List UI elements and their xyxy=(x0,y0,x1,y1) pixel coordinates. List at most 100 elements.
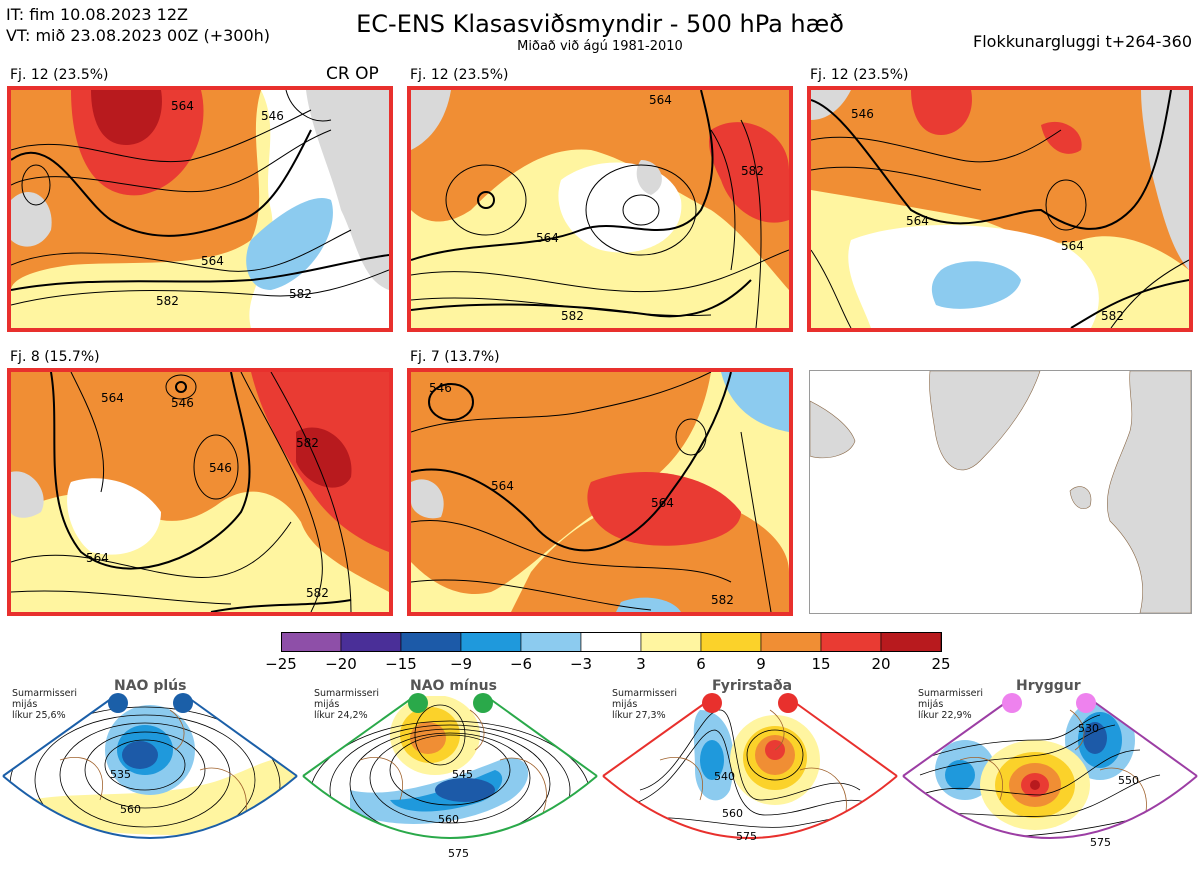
panel-1-label: Fj. 12 (23.5%) xyxy=(10,67,109,83)
contour-label: 582 xyxy=(741,164,764,178)
classification-window: Flokkunargluggi t+264-360 xyxy=(973,32,1192,51)
colorbar xyxy=(280,631,942,653)
contour-label: 546 xyxy=(261,109,284,123)
contour-label: 546 xyxy=(171,396,194,410)
contour-label: 564 xyxy=(171,99,194,113)
colorbar-cell xyxy=(640,631,702,653)
colorbar-tick: −25 xyxy=(265,655,297,673)
issue-time: IT: fim 10.08.2023 12Z xyxy=(6,5,188,24)
land-area xyxy=(411,90,451,150)
anomaly-positive-area xyxy=(411,372,711,595)
colorbar-cell xyxy=(520,631,582,653)
regime-contour-label: 550 xyxy=(1118,774,1139,787)
cluster-map-1[interactable]: 546 564 564 582 582 xyxy=(7,86,393,332)
contour-label: 582 xyxy=(296,436,319,450)
anomaly-neutral-area xyxy=(67,478,161,555)
anomaly-strong-positive-area xyxy=(1041,121,1082,154)
contour-label: 564 xyxy=(86,551,109,565)
anomaly-negative-area xyxy=(616,597,681,612)
colorbar-tick: −3 xyxy=(569,655,593,673)
anomaly-negative-area xyxy=(246,198,333,290)
anomaly-peak-area xyxy=(296,427,352,488)
cluster-map-1-graphic: 546 564 564 582 582 xyxy=(11,90,389,328)
colorbar-tick: 3 xyxy=(636,655,646,673)
anomaly-positive-area xyxy=(411,90,789,290)
contour-label: 564 xyxy=(101,391,124,405)
colorbar-tick: −6 xyxy=(509,655,533,673)
contour-label: 564 xyxy=(491,479,514,493)
land-area xyxy=(11,471,44,518)
regime-contour-label: 560 xyxy=(438,813,459,826)
land-area xyxy=(636,160,662,195)
regime-contour-label: 530 xyxy=(1078,722,1099,735)
colorbar-cell xyxy=(340,631,402,653)
regime-contour-label: 575 xyxy=(448,847,469,860)
valid-time: VT: mið 23.08.2023 00Z (+300h) xyxy=(6,26,271,45)
regime-contour-label: 575 xyxy=(1090,836,1111,849)
cluster-map-2[interactable]: 564 564 582 582 xyxy=(407,86,793,332)
land-area xyxy=(1141,90,1189,270)
contour-label: 546 xyxy=(429,381,452,395)
cluster-map-5[interactable]: 546 564 564 582 xyxy=(407,368,793,616)
anomaly-peak-area xyxy=(91,90,162,145)
land-area xyxy=(411,479,444,519)
cluster-map-3-graphic: 546 564 564 582 xyxy=(811,90,1189,328)
contour-label: 564 xyxy=(649,93,672,107)
regime-note: Sumarmisseri mijás líkur 25,6% xyxy=(12,688,78,721)
panel-3-label: Fj. 12 (23.5%) xyxy=(810,67,909,83)
base-map xyxy=(809,370,1192,614)
header-info: IT: fim 10.08.2023 12Z VT: mið 23.08.202… xyxy=(6,4,270,46)
regime-title: NAO plús xyxy=(114,678,187,694)
regime-note: Sumarmisseri mijás líkur 27,3% xyxy=(612,688,678,721)
contour-label: 582 xyxy=(561,309,584,323)
colorbar-cell xyxy=(880,631,942,653)
cluster-map-3[interactable]: 546 564 564 582 xyxy=(807,86,1193,332)
contour-label: 564 xyxy=(201,254,224,268)
contour-label: 582 xyxy=(306,586,329,600)
contour-label: 582 xyxy=(289,287,312,301)
regime-title: NAO mínus xyxy=(410,678,497,694)
anomaly-negative-area xyxy=(931,261,1021,309)
contour-label: 582 xyxy=(1101,309,1124,323)
regime-note: Sumarmisseri mijás líkur 22,9% xyxy=(918,688,984,721)
contour-label: 546 xyxy=(209,461,232,475)
colorbar-tick: 25 xyxy=(931,655,951,673)
regime-title: Fyrirstaða xyxy=(712,678,793,694)
regime-blocking-graphic: 540 560 575 xyxy=(602,693,898,843)
cluster-map-2-graphic: 564 564 582 582 xyxy=(411,90,789,328)
colorbar-cell xyxy=(400,631,462,653)
regime-nao-minus[interactable]: 545 560 575 NAO mínus Sumarmisseri mijás l… xyxy=(300,650,600,870)
colorbar-graphic xyxy=(280,631,942,653)
contour-label: 546 xyxy=(851,107,874,121)
regime-contour-label: 575 xyxy=(736,830,757,843)
contour-label: 564 xyxy=(536,231,559,245)
panel-4-label: Fj. 8 (15.7%) xyxy=(10,349,100,365)
page-subtitle: Miðað við ágú 1981-2010 xyxy=(517,39,683,54)
colorbar-tick: 15 xyxy=(811,655,831,673)
land-area xyxy=(11,191,52,247)
colorbar-tick: −20 xyxy=(325,655,357,673)
base-map-graphic xyxy=(810,371,1191,613)
anomaly-negative-area xyxy=(721,372,789,432)
regime-nao-plus-graphic: 535 560 xyxy=(2,693,298,839)
contour-label: 564 xyxy=(1061,239,1084,253)
contour-label: 564 xyxy=(651,496,674,510)
colorbar-tick: −15 xyxy=(385,655,417,673)
regime-note: Sumarmisseri mijás líkur 24,2% xyxy=(314,688,380,721)
regime-contour-label: 560 xyxy=(722,807,743,820)
cluster-map-5-graphic: 546 564 564 582 xyxy=(411,372,789,612)
regime-nao-plus[interactable]: 535 560 NAO plús Sumarmisseri mijás líkur … xyxy=(0,650,300,870)
land-area xyxy=(306,90,389,290)
colorbar-cell xyxy=(460,631,522,653)
panel-2-label: Fj. 12 (23.5%) xyxy=(410,67,509,83)
regime-contour-label: 540 xyxy=(714,770,735,783)
colorbar-cell xyxy=(280,631,342,653)
regime-ridge[interactable]: 530 550 575 Hryggur Sumarmisseri mijás lík… xyxy=(900,650,1200,870)
colorbar-tick: −9 xyxy=(449,655,473,673)
panel-5-label: Fj. 7 (13.7%) xyxy=(410,349,500,365)
cluster-map-4[interactable]: 546 564 546 564 582 582 xyxy=(7,368,393,616)
regime-blocking[interactable]: 540 560 575 Fyrirstaða Sumarmisseri mijás… xyxy=(600,650,900,870)
panel-1-tag: CR OP xyxy=(326,64,379,84)
colorbar-cell xyxy=(580,631,642,653)
colorbar-cell xyxy=(820,631,882,653)
